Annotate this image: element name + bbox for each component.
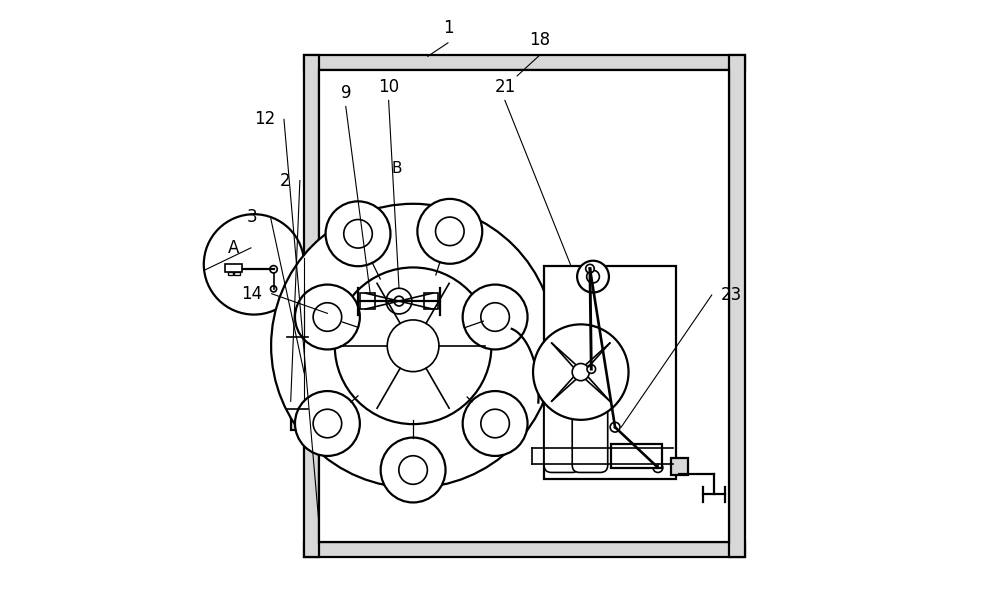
Text: A: A [228, 239, 239, 257]
Bar [234, 272, 240, 275]
Circle shape [270, 286, 277, 292]
Circle shape [481, 409, 509, 438]
Circle shape [271, 204, 555, 488]
Text: B: B [392, 161, 402, 176]
FancyBboxPatch shape [544, 395, 580, 472]
Circle shape [270, 266, 277, 273]
Bar [304, 542, 745, 557]
Circle shape [344, 220, 372, 248]
Bar [291, 316, 304, 430]
Circle shape [533, 324, 629, 420]
Circle shape [610, 422, 620, 432]
Circle shape [386, 288, 412, 314]
Bar [291, 316, 304, 430]
Circle shape [587, 365, 596, 373]
Text: 9: 9 [341, 84, 351, 102]
Circle shape [394, 296, 404, 306]
Text: 21: 21 [494, 78, 516, 96]
Text: 14: 14 [242, 285, 263, 303]
Circle shape [295, 285, 360, 349]
Text: 12: 12 [254, 110, 275, 129]
Circle shape [313, 303, 342, 331]
FancyBboxPatch shape [572, 395, 608, 472]
Bar [225, 264, 242, 272]
Bar [304, 55, 745, 70]
Circle shape [653, 463, 663, 472]
Bar [729, 55, 745, 557]
Bar [304, 542, 745, 557]
Circle shape [572, 364, 589, 381]
Bar [544, 266, 676, 479]
Circle shape [417, 199, 482, 264]
Bar [671, 458, 688, 475]
Circle shape [335, 267, 491, 424]
Circle shape [586, 264, 594, 273]
Bar [360, 293, 375, 309]
Text: 18: 18 [529, 31, 550, 49]
Bar [611, 444, 662, 468]
Circle shape [436, 217, 464, 245]
Text: 10: 10 [378, 78, 399, 96]
Circle shape [204, 214, 304, 315]
Circle shape [387, 320, 439, 371]
Text: 3: 3 [247, 208, 257, 226]
Circle shape [399, 456, 427, 484]
Bar [671, 458, 688, 475]
Circle shape [381, 438, 446, 502]
Circle shape [587, 271, 599, 283]
Bar [304, 55, 319, 557]
Bar [319, 70, 729, 542]
Text: 23: 23 [721, 286, 742, 304]
Circle shape [295, 391, 360, 456]
Bar [424, 293, 438, 309]
Circle shape [463, 391, 528, 456]
Circle shape [326, 201, 390, 266]
Bar [228, 272, 233, 275]
Text: 2: 2 [279, 171, 290, 190]
Text: 1: 1 [443, 18, 453, 37]
Circle shape [313, 409, 342, 438]
Circle shape [481, 303, 509, 331]
Circle shape [463, 285, 528, 349]
Bar [304, 55, 745, 70]
Circle shape [577, 261, 609, 293]
Bar [304, 55, 319, 557]
Bar [729, 55, 745, 557]
